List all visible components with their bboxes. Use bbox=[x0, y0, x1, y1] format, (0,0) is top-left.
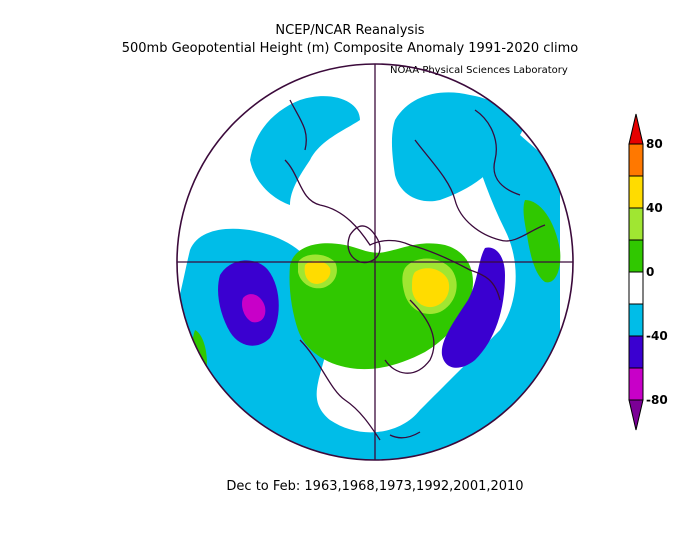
neg-region-atlantic bbox=[391, 92, 511, 202]
anomaly-field bbox=[177, 92, 561, 460]
neg-region-pacific bbox=[177, 99, 560, 460]
neg-low-pacific-core bbox=[242, 294, 266, 323]
coastlines bbox=[284, 99, 546, 441]
colorbar-label-neg80: -80 bbox=[646, 393, 668, 407]
colorbar-segment bbox=[628, 271, 644, 305]
colorbar-segment bbox=[628, 207, 644, 241]
colorbar-label-80: 80 bbox=[646, 137, 663, 151]
credit-text: NOAA Physical Sciences Laboratory bbox=[390, 65, 568, 76]
caption: Dec to Feb: 1963,1968,1973,1992,2001,201… bbox=[226, 479, 524, 494]
colorbar-label-neg40: -40 bbox=[646, 329, 668, 343]
map-title: NCEP/NCAR Reanalysis bbox=[275, 23, 425, 38]
colorbar-arrow-low bbox=[628, 399, 644, 431]
colorbar-segment bbox=[628, 367, 644, 401]
colorbar-segment bbox=[628, 303, 644, 337]
colorbar-arrow-high bbox=[628, 113, 644, 145]
neg-low-atlantic bbox=[441, 247, 505, 368]
colorbar-segment bbox=[628, 143, 644, 177]
colorbar-label-40: 40 bbox=[646, 201, 663, 215]
map-subtitle: 500mb Geopotential Height (m) Composite … bbox=[121, 41, 579, 56]
colorbar-segment bbox=[628, 175, 644, 209]
pos-high-east-core bbox=[412, 268, 450, 308]
colorbar-segment bbox=[628, 239, 644, 273]
colorbar-label-0: 0 bbox=[646, 265, 655, 279]
neg-region-north bbox=[250, 96, 360, 205]
pos-high-west-core bbox=[304, 260, 331, 284]
colorbar-segment bbox=[628, 335, 644, 369]
